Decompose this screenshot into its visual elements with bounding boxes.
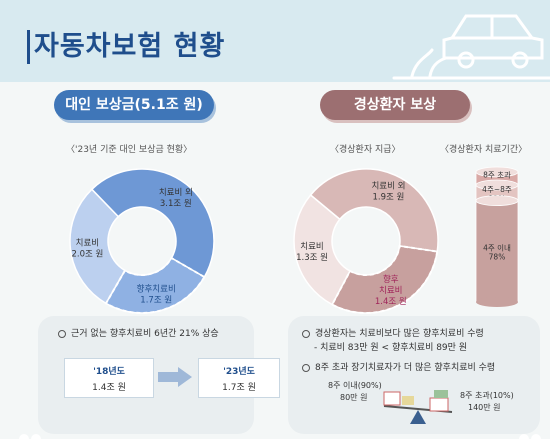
scale-left-label: 8주 이내(90%) xyxy=(328,381,382,390)
trend-note: 근거 없는 향후치료비 6년간 21% 상승 xyxy=(58,326,219,339)
content-area: 대인 보상금(5.1조 원) 〈'23년 기준 대인 보상금 현황〉 치료비 2.… xyxy=(0,82,550,439)
year-2018-box: '18년도 1.4조 원 xyxy=(64,358,154,398)
scale-right-label: 8주 초과(10%) xyxy=(460,391,514,400)
treatment-period-caption: 〈경상환자 치료기간〉 xyxy=(440,145,528,155)
bar-category-label-1: 8주 초과 xyxy=(483,171,511,180)
donut-slice-1 xyxy=(69,188,127,305)
minor-note-2: 8주 초과 장기치료자가 더 많은 향후치료비 수령 xyxy=(302,360,495,373)
donut-slice-highlight-outline xyxy=(330,244,439,314)
donut-label-3: 1.7조 원 xyxy=(140,296,172,306)
year-2023-box: '23년도 1.7조 원 xyxy=(198,358,280,398)
scale-right-value: 140만 원 xyxy=(468,403,501,412)
donut-slice-1 xyxy=(293,193,352,306)
minor-injury-donut-caption: 〈경상환자 지급〉 xyxy=(330,145,401,155)
year-2018-label: '18년도 xyxy=(93,367,125,377)
donut-label-2: 1.9조 원 xyxy=(373,192,405,202)
bar-base xyxy=(476,297,518,307)
bar-category-label-2: 4주~8주 xyxy=(482,185,512,194)
minor-note-1: 경상환자는 치료비보다 많은 향후치료비 수령 xyxy=(302,326,484,339)
bodily-injury-caption: 〈'23년 기준 대인 보상금 현황〉 xyxy=(66,145,193,155)
year-2018-value: 1.4조 원 xyxy=(92,383,126,393)
bullet-circle-icon xyxy=(302,363,310,372)
bottom-decoration xyxy=(19,434,541,439)
bar-segment-3 xyxy=(475,195,519,303)
donut-label-3: 1.4조 원 xyxy=(375,297,407,307)
donut-label-1: 1.3조 원 xyxy=(296,253,328,263)
car-illustration xyxy=(392,14,550,80)
left-panel: 대인 보상금(5.1조 원) 〈'23년 기준 대인 보상금 현황〉 치료비 2.… xyxy=(0,82,280,439)
donut-slice-highlight-outline xyxy=(104,256,206,314)
donut-slice-2 xyxy=(90,168,215,279)
donut-label-2: 3.1조 원 xyxy=(160,199,192,209)
donut-label-3: 향후 xyxy=(383,275,399,285)
donut-slice-2 xyxy=(309,168,439,253)
minor-note-1-sub: - 치료비 83만 원 < 향후치료비 89만 원 xyxy=(314,343,468,353)
bar-value-label-3: 78% xyxy=(489,252,506,261)
bar-category-label-3: 4주 이내 xyxy=(483,242,511,252)
donut-label-2: 치료비 외 xyxy=(371,180,405,191)
donut-label-3: 치료비 xyxy=(379,286,402,296)
bullet-circle-icon xyxy=(58,329,66,338)
donut-label-1: 치료비 xyxy=(76,238,99,248)
minor-injury-ribbon: 경상환자 보상 xyxy=(320,90,470,120)
donut-label-2: 치료비 외 xyxy=(159,187,193,198)
bodily-injury-ribbon: 대인 보상금(5.1조 원) xyxy=(54,90,214,120)
donut-label-1: 치료비 xyxy=(300,242,323,252)
title-accent-bar xyxy=(27,30,30,64)
scale-left-value: 80만 원 xyxy=(340,393,368,402)
donut-label-3: 향후치료비 xyxy=(137,285,176,295)
bullet-circle-icon xyxy=(302,329,310,338)
bodily-injury-note-box: 근거 없는 향후치료비 6년간 21% 상승 '18년도 1.4조 원 '23년… xyxy=(38,316,280,434)
donut-label-1: 2.0조 원 xyxy=(71,249,103,259)
header: 자동차보험 현황 xyxy=(0,0,550,82)
balance-scale-icon xyxy=(383,390,453,424)
arrow-right-icon xyxy=(158,367,192,387)
minor-injury-note-box: 경상환자는 치료비보다 많은 향후치료비 수령 - 치료비 83만 원 < 향후… xyxy=(288,316,540,434)
page-title: 자동차보험 현황 xyxy=(34,31,226,62)
year-2023-value: 1.7조 원 xyxy=(222,383,256,393)
year-2023-label: '23년도 xyxy=(223,367,255,377)
